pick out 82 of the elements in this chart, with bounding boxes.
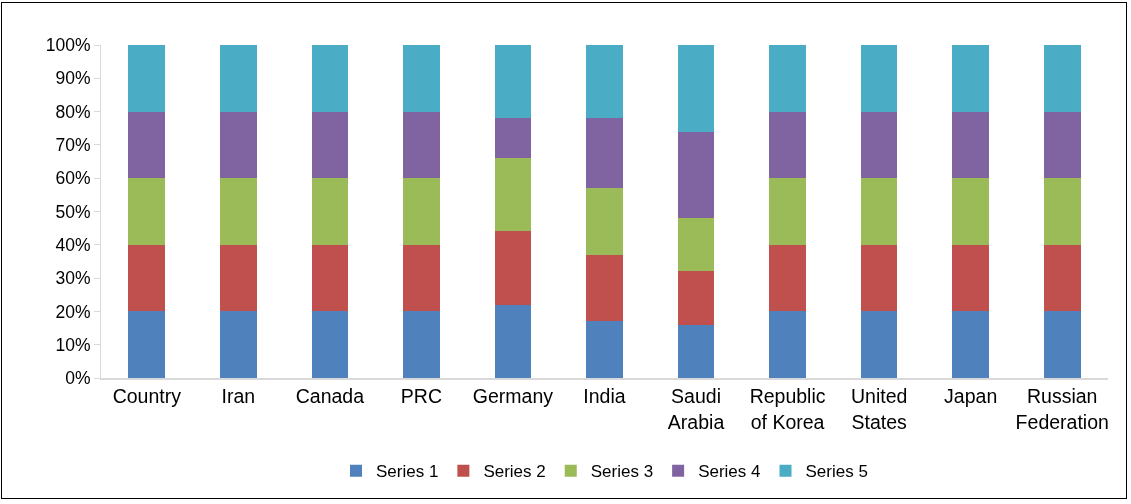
bar — [677, 271, 715, 325]
bar — [494, 231, 532, 305]
legend-label: Series 3 — [590, 462, 654, 482]
bar — [1043, 178, 1081, 245]
bar — [1043, 244, 1081, 312]
bar — [952, 111, 989, 179]
bar — [769, 244, 806, 312]
y-tick-label: 80% — [55, 101, 91, 122]
bar — [677, 218, 715, 272]
y-tick-label: 10% — [55, 334, 91, 355]
bar — [860, 244, 898, 312]
bar — [860, 111, 898, 179]
bar — [128, 45, 166, 112]
bar — [128, 244, 166, 312]
y-tick-label: 20% — [55, 301, 91, 322]
bar — [769, 311, 806, 378]
bar — [952, 178, 989, 245]
bar — [677, 324, 715, 378]
bar — [220, 178, 257, 245]
x-tick-label: India — [583, 385, 626, 408]
bar — [128, 178, 166, 245]
bar — [586, 45, 623, 119]
bar — [220, 311, 257, 378]
x-tick-label: United States — [850, 385, 908, 433]
y-tick-label: 50% — [55, 201, 91, 222]
legend-label: Series 5 — [805, 462, 868, 482]
y-tick-label: 90% — [55, 68, 91, 89]
y-tick-label: 100% — [45, 35, 91, 56]
x-tick-label: Canada — [295, 385, 365, 408]
x-tick-label: PRC — [400, 385, 442, 408]
bar — [586, 118, 623, 189]
bar — [494, 158, 532, 232]
bar — [1043, 311, 1081, 378]
bar — [677, 45, 715, 132]
y-tick-label: 70% — [55, 135, 91, 156]
y-tick-label: 30% — [55, 268, 91, 289]
legend-label: Series 4 — [698, 462, 761, 482]
legend-label: Series 1 — [376, 462, 439, 482]
x-tick-label: Germany — [472, 385, 554, 408]
bar — [1043, 45, 1081, 112]
bar — [586, 254, 623, 322]
bar — [128, 111, 166, 179]
bar — [220, 244, 257, 312]
bar — [952, 45, 989, 112]
bar — [860, 178, 898, 245]
x-tick-label: Country — [112, 385, 182, 408]
bar — [769, 45, 806, 112]
bar — [311, 244, 349, 312]
bar — [311, 178, 349, 245]
bar — [311, 45, 349, 112]
bar — [494, 118, 532, 159]
x-tick-label: Japan — [944, 385, 998, 408]
bar — [860, 311, 898, 378]
legend-label: Series 2 — [483, 462, 546, 482]
bar — [220, 111, 257, 179]
bar — [769, 111, 806, 179]
x-tick-label: Saudi Arabia — [667, 385, 725, 433]
x-tick-label: Republic of Korea — [749, 385, 826, 433]
y-tick-label: 0% — [65, 368, 91, 389]
bar — [403, 244, 440, 312]
x-tick-label: Iran — [221, 385, 256, 408]
y-tick-label: 60% — [55, 168, 91, 189]
bar — [494, 45, 532, 119]
bar — [128, 311, 166, 378]
bar — [769, 178, 806, 245]
bar — [311, 111, 349, 179]
bar — [403, 111, 440, 179]
bar — [403, 311, 440, 378]
x-tick-label: Russian Federation — [1015, 385, 1109, 433]
bar — [586, 188, 623, 255]
y-tick-label: 40% — [55, 234, 91, 255]
bar — [311, 311, 349, 378]
bar — [860, 45, 898, 112]
bar — [677, 131, 715, 219]
bar — [403, 178, 440, 245]
bar — [220, 45, 257, 112]
bar — [494, 304, 532, 378]
bar — [952, 311, 989, 378]
bar — [952, 244, 989, 312]
bar — [1043, 111, 1081, 179]
bar — [403, 45, 440, 112]
bar — [586, 321, 623, 378]
